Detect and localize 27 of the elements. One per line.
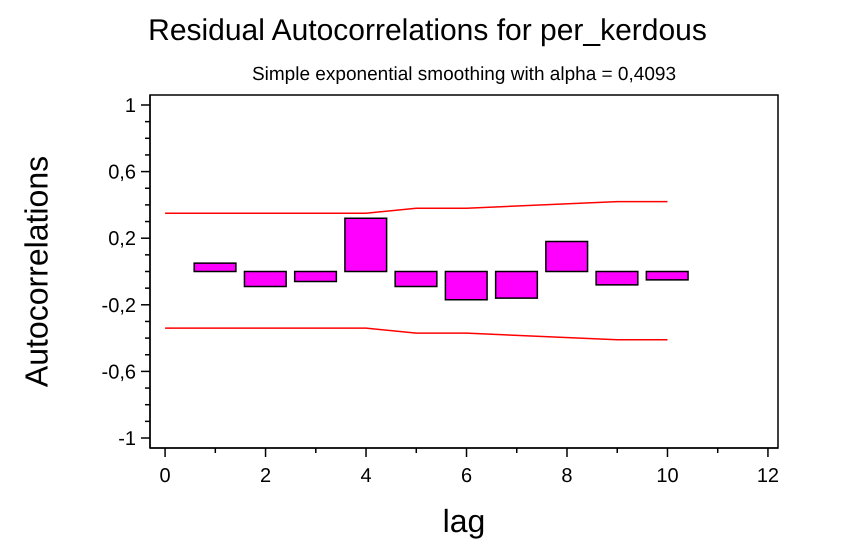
x-axis-title: lag bbox=[442, 503, 486, 539]
x-tick-label: 8 bbox=[561, 465, 573, 487]
x-tick-label: 2 bbox=[260, 465, 272, 487]
x-tick-label: 12 bbox=[756, 465, 780, 487]
bar bbox=[494, 270, 538, 299]
y-tick-label: -0,6 bbox=[102, 361, 136, 384]
x-tick-label: 4 bbox=[360, 465, 372, 487]
bar bbox=[193, 262, 237, 272]
x-tick-label: 10 bbox=[656, 465, 679, 487]
chart-subtitle: Simple exponential smoothing with alpha = 0,4093 bbox=[250, 64, 678, 86]
bar bbox=[394, 270, 438, 288]
bar bbox=[646, 270, 689, 281]
bar bbox=[444, 270, 488, 301]
y-tick-label: 1 bbox=[124, 94, 136, 117]
x-tick-label: 6 bbox=[460, 465, 472, 487]
y-tick-label: 0,2 bbox=[108, 228, 136, 250]
bar bbox=[344, 217, 388, 272]
y-tick-label: 0,6 bbox=[108, 162, 136, 184]
bar bbox=[244, 270, 287, 288]
bar bbox=[545, 240, 588, 272]
bar bbox=[595, 270, 639, 286]
bar bbox=[294, 270, 338, 282]
x-tick-label: 0 bbox=[160, 465, 171, 487]
y-tick-label: -1 bbox=[118, 428, 136, 450]
y-tick-label: -0,2 bbox=[102, 294, 136, 317]
y-axis-title: Autocorrelations bbox=[18, 156, 54, 388]
chart-title: Residual Autocorrelations for per_kerdous bbox=[147, 14, 708, 48]
